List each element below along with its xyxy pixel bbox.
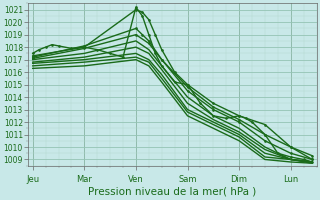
X-axis label: Pression niveau de la mer( hPa ): Pression niveau de la mer( hPa ): [88, 187, 257, 197]
